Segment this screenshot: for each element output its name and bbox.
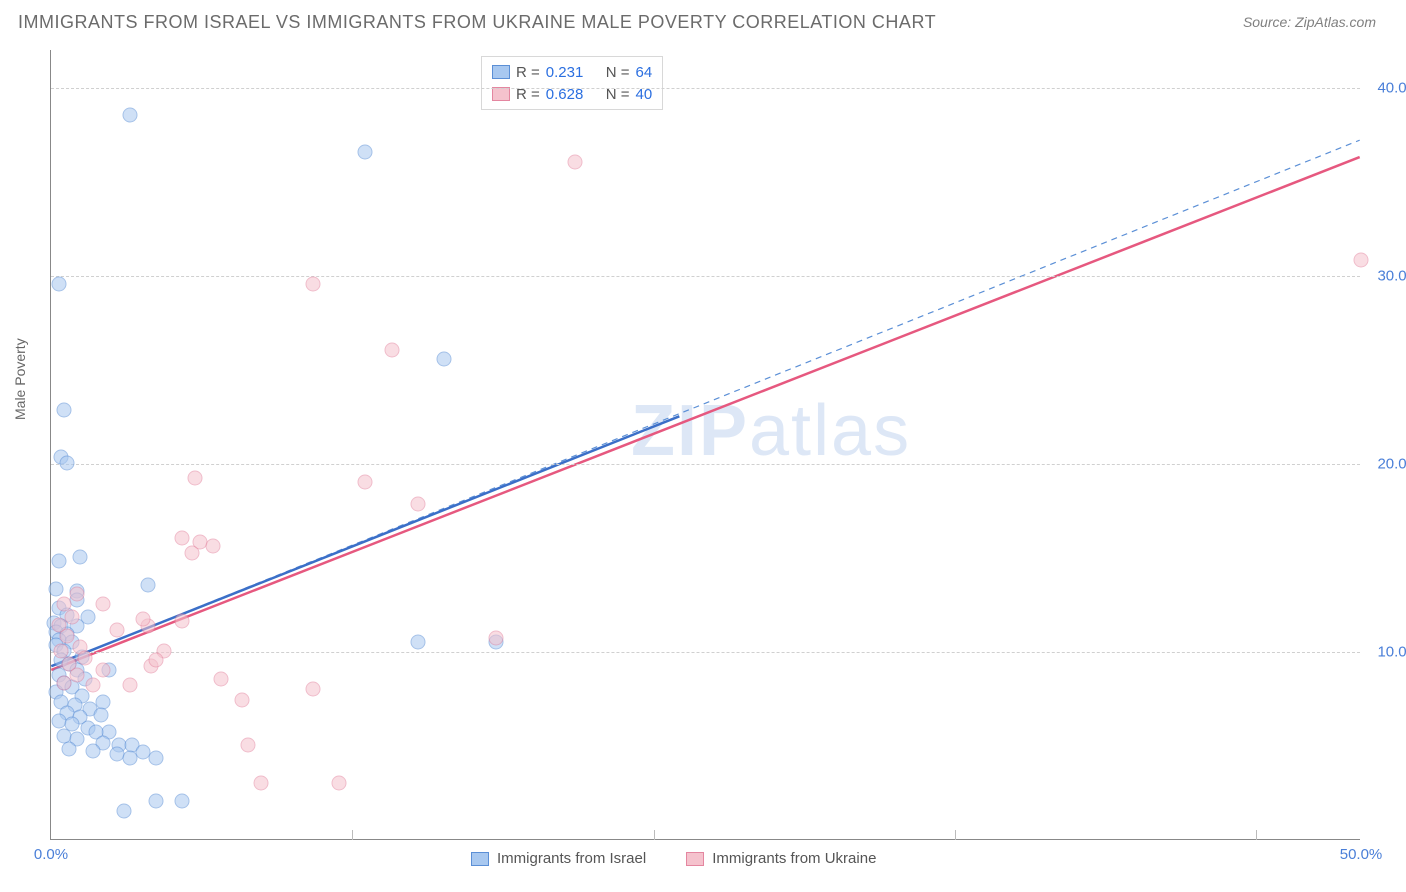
legend-label: Immigrants from Ukraine: [712, 850, 876, 867]
data-point: [214, 672, 229, 687]
data-point: [109, 623, 124, 638]
data-point: [117, 803, 132, 818]
data-point: [235, 692, 250, 707]
data-point: [188, 470, 203, 485]
data-point: [175, 613, 190, 628]
data-point: [206, 538, 221, 553]
data-point: [57, 403, 72, 418]
legend-swatch: [492, 87, 510, 101]
gridline-vertical: [1256, 830, 1257, 840]
data-point: [240, 737, 255, 752]
legend-swatch: [686, 852, 704, 866]
data-point: [59, 628, 74, 643]
regression-lines: [51, 50, 1360, 839]
chart-title: IMMIGRANTS FROM ISRAEL VS IMMIGRANTS FRO…: [18, 12, 936, 33]
x-tick-label: 50.0%: [1340, 846, 1383, 863]
data-point: [135, 611, 150, 626]
data-point: [93, 707, 108, 722]
data-point: [148, 794, 163, 809]
data-point: [85, 677, 100, 692]
data-point: [489, 630, 504, 645]
data-point: [96, 596, 111, 611]
data-point: [410, 634, 425, 649]
r-value: 0.231: [546, 64, 600, 81]
source-attribution: Source: ZipAtlas.com: [1243, 14, 1376, 30]
data-point: [358, 145, 373, 160]
plot-area: ZIPatlas R =0.231N =64R =0.628N =40 Immi…: [50, 50, 1360, 840]
data-point: [437, 352, 452, 367]
legend-swatch: [471, 852, 489, 866]
data-point: [175, 531, 190, 546]
legend-label: Immigrants from Israel: [497, 850, 646, 867]
stats-legend: R = 0.231 N = 64 R =0.628N =40: [481, 56, 663, 110]
legend-swatch: [492, 65, 510, 79]
legend-item: Immigrants from Ukraine: [686, 850, 876, 867]
data-point: [122, 677, 137, 692]
data-point: [306, 277, 321, 292]
data-point: [568, 154, 583, 169]
gridline-horizontal: [51, 276, 1360, 277]
data-point: [332, 775, 347, 790]
data-point: [185, 546, 200, 561]
data-point: [78, 651, 93, 666]
y-axis-label: Male Poverty: [12, 338, 28, 420]
gridline-vertical: [654, 830, 655, 840]
data-point: [59, 455, 74, 470]
data-point: [253, 775, 268, 790]
data-point: [122, 751, 137, 766]
stats-row: R = 0.231 N = 64: [492, 61, 652, 83]
data-point: [410, 497, 425, 512]
y-tick-label: 40.0%: [1377, 79, 1406, 96]
data-point: [384, 342, 399, 357]
data-point: [64, 610, 79, 625]
stats-row: R =0.628N =40: [492, 83, 652, 105]
y-tick-label: 10.0%: [1377, 643, 1406, 660]
data-point: [51, 277, 66, 292]
data-point: [70, 668, 85, 683]
data-point: [148, 751, 163, 766]
legend-item: Immigrants from Israel: [471, 850, 646, 867]
n-label: N =: [606, 64, 630, 81]
data-point: [51, 553, 66, 568]
data-point: [306, 681, 321, 696]
data-point: [62, 741, 77, 756]
data-point: [140, 578, 155, 593]
data-point: [122, 107, 137, 122]
gridline-vertical: [955, 830, 956, 840]
gridline-horizontal: [51, 652, 1360, 653]
x-tick-label: 0.0%: [34, 846, 68, 863]
data-point: [49, 581, 64, 596]
gridline-horizontal: [51, 464, 1360, 465]
data-point: [85, 743, 100, 758]
y-tick-label: 20.0%: [1377, 455, 1406, 472]
n-value: 64: [636, 64, 653, 81]
series-legend: Immigrants from Israel Immigrants from Uk…: [471, 850, 876, 867]
data-point: [72, 549, 87, 564]
data-point: [1354, 252, 1369, 267]
data-point: [57, 675, 72, 690]
data-point: [70, 587, 85, 602]
gridline-horizontal: [51, 88, 1360, 89]
r-label: R =: [516, 64, 540, 81]
data-point: [148, 653, 163, 668]
gridline-vertical: [352, 830, 353, 840]
data-point: [358, 474, 373, 489]
data-point: [96, 662, 111, 677]
y-tick-label: 30.0%: [1377, 267, 1406, 284]
data-point: [175, 794, 190, 809]
